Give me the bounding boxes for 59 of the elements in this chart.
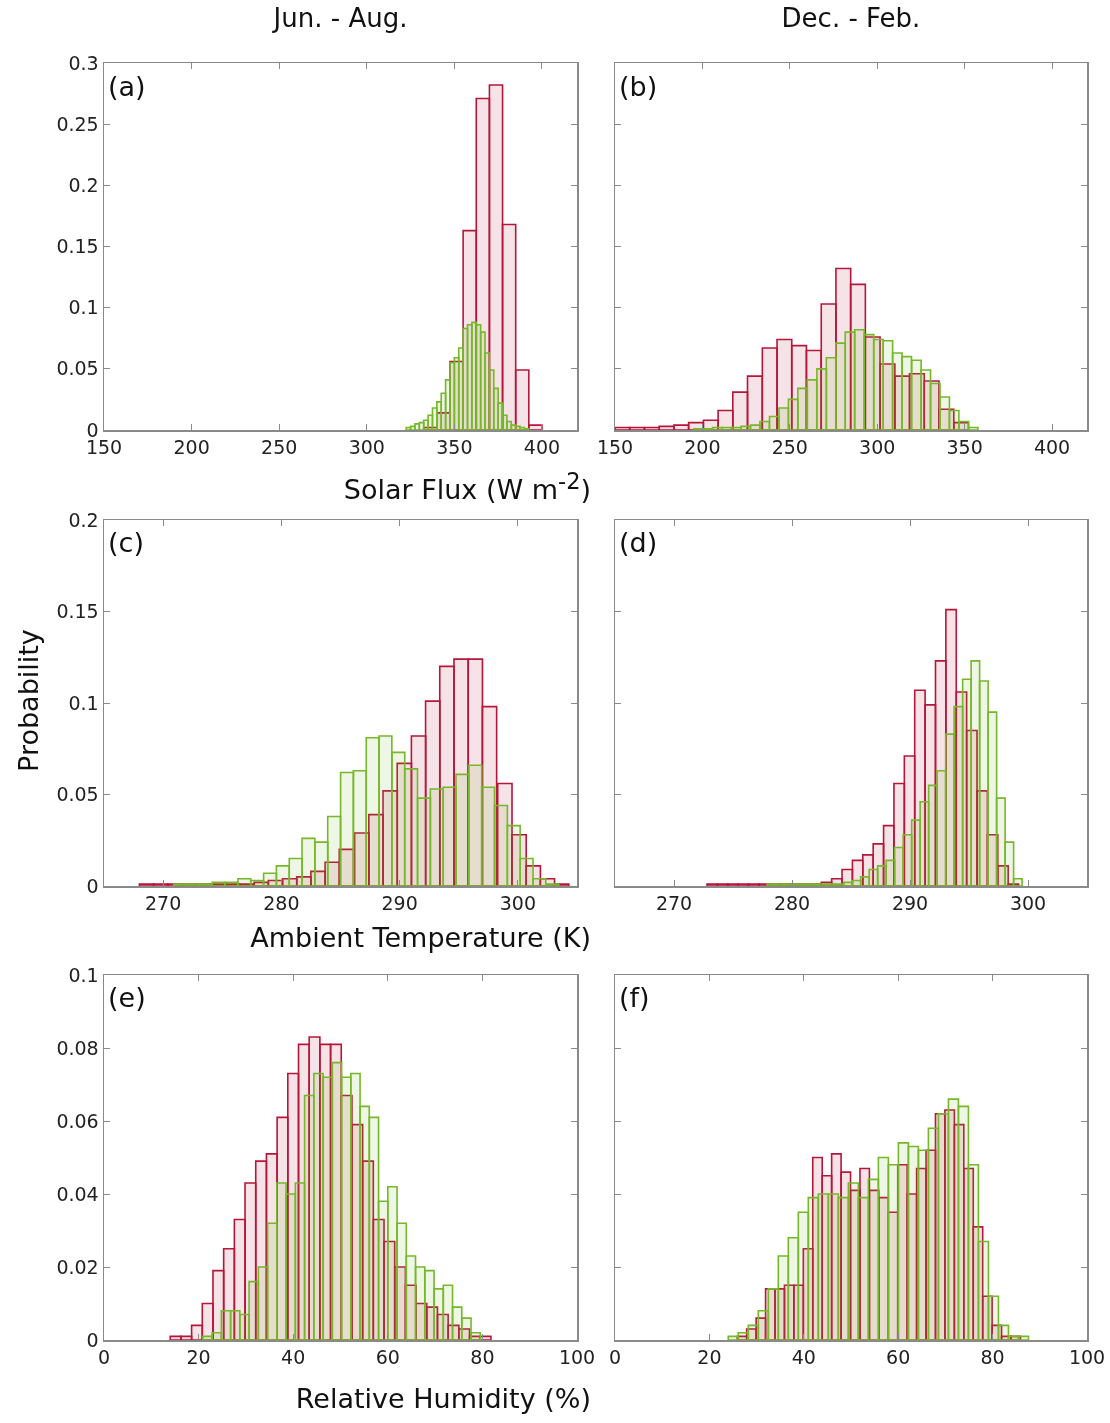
y-tick-label: 0.04	[56, 1182, 99, 1205]
annotation: (f)	[619, 982, 650, 1013]
x-tick-label: 400	[523, 436, 561, 459]
y-tick-label: 0.3	[68, 51, 99, 74]
x-tick-label: 270	[655, 892, 693, 915]
y-tick-label: 0.08	[56, 1036, 99, 1059]
annotation: (a)	[108, 71, 146, 102]
annotation: (d)	[619, 527, 658, 558]
x-tick-label: 400	[1033, 436, 1071, 459]
x-tick-label: 0	[608, 1346, 622, 1369]
x-tick-label: 20	[186, 1346, 211, 1369]
y-tick-label: 0.1	[68, 691, 99, 714]
x-tick-label: 250	[771, 436, 808, 459]
x-tick-label: 60	[375, 1346, 400, 1369]
y-tick-label: 0	[86, 874, 99, 897]
x-tick-label: 200	[173, 436, 210, 459]
x-tick-label: 300	[499, 892, 537, 915]
y-tick-label: 0.05	[56, 357, 99, 380]
x-tick-label: 300	[1009, 892, 1047, 915]
y-tick-label: 0.1	[68, 963, 99, 986]
x-tick-label: 80	[980, 1346, 1005, 1369]
x-tick-label: 250	[261, 436, 298, 459]
x-tick-label: 280	[263, 892, 300, 915]
y-tick-label: 0.06	[56, 1109, 99, 1132]
y-axis-title: Probability	[12, 628, 44, 774]
y-tick-label: 0	[86, 1328, 99, 1351]
x-tick-label: 290	[381, 892, 418, 915]
x-tick-label: 100	[1068, 1346, 1106, 1369]
annotation: (c)	[108, 527, 144, 558]
annotation: (e)	[108, 982, 146, 1013]
x-tick-label: 200	[684, 436, 721, 459]
x-tick-label: 40	[281, 1346, 306, 1369]
x-axis-title: Ambient Temperature (K)	[249, 922, 591, 953]
y-tick-label: 0.2	[68, 173, 99, 196]
x-tick-label: 300	[348, 436, 385, 459]
x-tick-label: 350	[946, 436, 983, 459]
y-tick-label: 0.2	[68, 508, 99, 531]
chart-title: Dec. - Feb.	[781, 3, 921, 34]
y-tick-label: 0.02	[56, 1255, 99, 1278]
y-tick-label: 0.15	[56, 235, 99, 258]
y-tick-label: 0.05	[56, 783, 99, 806]
x-tick-label: 100	[558, 1346, 596, 1369]
x-tick-label: 150	[596, 436, 634, 459]
x-tick-label: 270	[145, 892, 182, 915]
x-tick-label: 40	[791, 1346, 816, 1369]
x-tick-label: 280	[773, 892, 811, 915]
x-axis-title: Solar Flux (W m$^{-2}$)	[342, 468, 591, 505]
x-tick-label: 60	[886, 1346, 911, 1369]
x-tick-label: 80	[470, 1346, 495, 1369]
x-tick-label: 20	[697, 1346, 722, 1369]
x-tick-label: 300	[859, 436, 896, 459]
x-axis-title: Relative Humidity (%)	[294, 1383, 591, 1414]
x-tick-label: 290	[891, 892, 929, 915]
x-tick-label: 350	[436, 436, 473, 459]
y-tick-label: 0.1	[68, 296, 99, 319]
y-tick-label: 0.15	[56, 600, 99, 623]
chart-title: Jun. - Aug.	[271, 3, 408, 34]
y-tick-label: 0.25	[56, 112, 99, 135]
annotation: (b)	[619, 71, 658, 102]
